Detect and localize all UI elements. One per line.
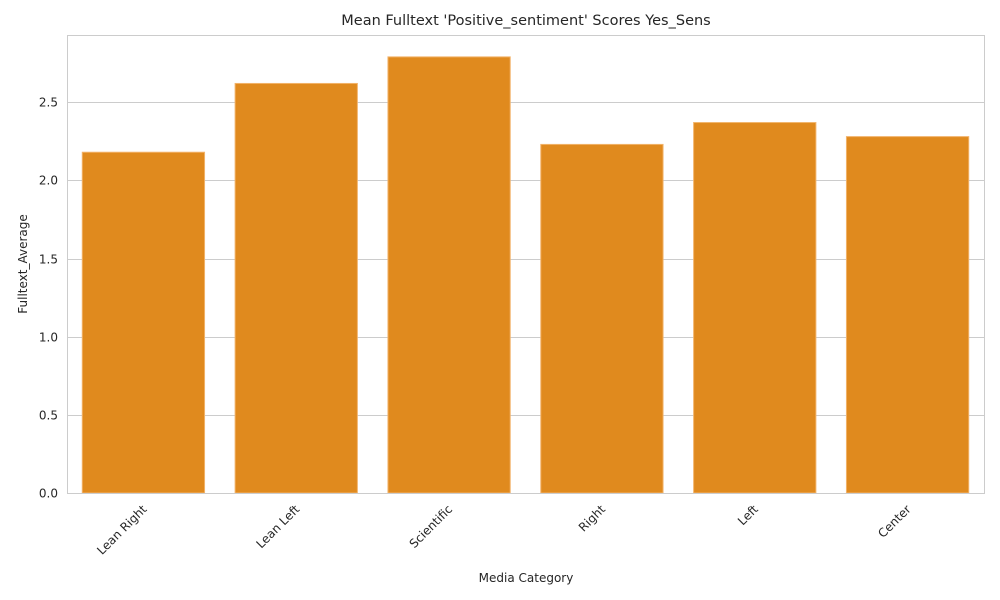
bar	[81, 151, 206, 494]
y-tick-label: 1.0	[39, 331, 58, 345]
y-tick-label: 0.5	[39, 409, 58, 423]
x-tick-label: Center	[875, 502, 914, 541]
x-axis-ticks: Lean Right Lean Left Scientific Right Left Ce…	[94, 502, 914, 558]
y-axis-label: Fulltext_Average	[16, 214, 30, 313]
y-tick-label: 2.5	[39, 96, 58, 110]
x-tick-label: Left	[735, 502, 761, 528]
y-tick-label: 1.5	[39, 253, 58, 267]
y-axis-ticks: 0.0 0.5 1.0 1.5 2.0 2.5	[39, 96, 58, 501]
chart-title: Mean Fulltext 'Positive_sentiment' Score…	[341, 13, 710, 29]
bar	[234, 82, 358, 494]
x-tick-label: Lean Left	[253, 502, 302, 551]
bar	[693, 122, 817, 494]
plot-frame	[67, 35, 985, 494]
x-tick-label: Lean Right	[94, 502, 150, 558]
y-tick-label: 0.0	[39, 487, 58, 501]
x-tick-label: Scientific	[407, 502, 456, 551]
x-tick-label: Right	[576, 502, 608, 534]
bar	[387, 56, 511, 494]
bar	[845, 136, 970, 494]
x-axis-label: Media Category	[479, 571, 574, 585]
y-tick-label: 2.0	[39, 174, 58, 188]
bar	[540, 143, 664, 494]
bars	[81, 56, 970, 494]
